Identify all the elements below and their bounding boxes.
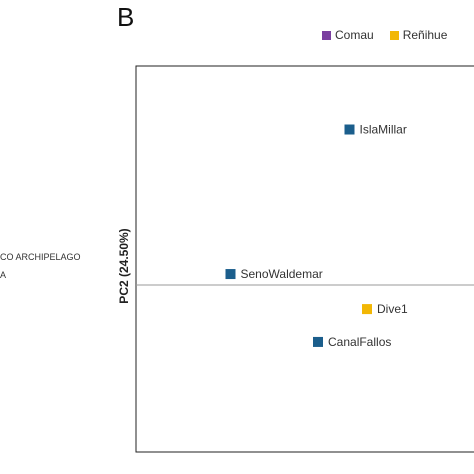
point-marker-islamillar (344, 124, 355, 135)
legend-label-renihue: Reñihue (402, 28, 448, 42)
legend-label-comau: Comau (335, 28, 374, 42)
point-marker-dive1 (362, 304, 372, 315)
legend: Comau Reñihue (322, 28, 447, 42)
point-marker-canalfallos (313, 336, 323, 347)
point-label-canalfallos: CanalFallos (328, 335, 391, 349)
legend-entry-renihue: Reñihue (389, 28, 448, 42)
left-panel-label-2: A (0, 270, 7, 280)
left-panel-label-1: CO ARCHIPELAGO (0, 252, 81, 262)
legend-entry-comau: Comau (322, 28, 374, 42)
point-label-senowaldemar: SenoWaldemar (241, 267, 323, 281)
point-marker-senowaldemar (225, 269, 236, 280)
points-layer: IslaMillar SenoWaldemar Dive1 CanalFallos (225, 123, 408, 349)
legend-swatch-comau (322, 30, 331, 40)
point-label-islamillar: IslaMillar (360, 123, 407, 137)
legend-swatch-renihue (389, 30, 399, 40)
panel-letter: B (117, 2, 135, 32)
left-panel-fragment: CO ARCHIPELAGO A (0, 248, 81, 284)
plot-frame (135, 65, 474, 453)
point-label-dive1: Dive1 (377, 302, 408, 316)
